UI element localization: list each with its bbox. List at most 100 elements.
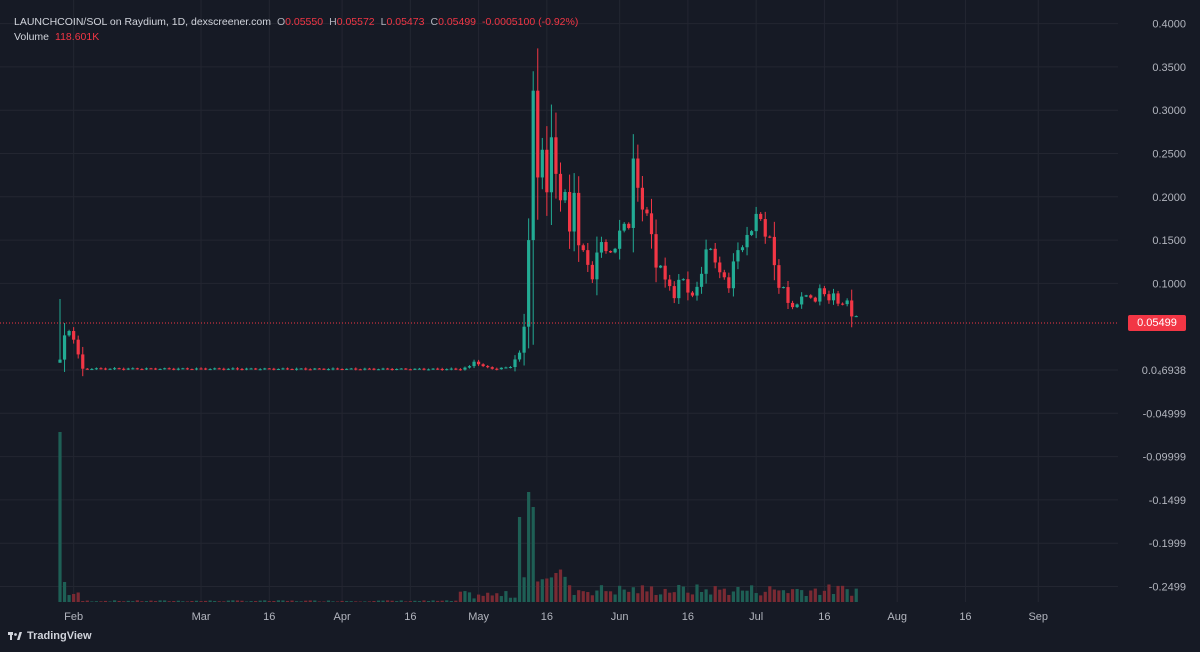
candle-body xyxy=(363,368,367,370)
volume-bar xyxy=(326,600,331,602)
volume-bar xyxy=(263,600,267,602)
candle-body xyxy=(258,369,262,371)
volume-bar xyxy=(477,594,481,602)
candle-body xyxy=(449,368,453,370)
candle-body xyxy=(76,339,80,355)
volume-bar xyxy=(809,590,813,602)
candle-body xyxy=(413,368,417,370)
candle-body xyxy=(517,352,522,360)
candle-body xyxy=(81,354,85,369)
volume-bar xyxy=(786,593,790,602)
volume-bar xyxy=(804,595,808,602)
volume-bar xyxy=(90,601,94,602)
candle-body xyxy=(677,279,681,299)
volume-bar xyxy=(117,600,121,602)
low-label: L xyxy=(380,15,387,28)
candle-body xyxy=(176,368,180,370)
volume-bar xyxy=(217,601,221,602)
y-tick-label: 0.0₄6938 xyxy=(1142,365,1186,377)
volume-bar xyxy=(67,595,71,602)
volume-bar xyxy=(854,588,858,602)
candle-body xyxy=(454,368,458,370)
volume-bar xyxy=(640,585,644,602)
candle-body xyxy=(335,368,340,370)
candle-body xyxy=(463,367,467,370)
volume-bar xyxy=(654,594,658,602)
volume-bar xyxy=(381,600,385,602)
volume-bar xyxy=(317,601,321,602)
candle-body xyxy=(263,368,267,370)
close-value: 0.05499 xyxy=(438,15,477,28)
candle-body xyxy=(654,234,658,268)
y-tick-label: -0.2499 xyxy=(1149,582,1186,594)
volume-bar xyxy=(244,601,249,602)
candle-body xyxy=(281,368,285,370)
volume-bar xyxy=(704,589,708,602)
candle-body xyxy=(636,158,640,188)
volume-bar xyxy=(636,593,640,602)
y-axis: 0.4000 0.3500 0.3000 0.2500 0.2000 0.1500 0.10… xyxy=(1142,19,1186,594)
candle-body xyxy=(440,368,444,370)
candle-body xyxy=(645,209,649,214)
volume-bar xyxy=(850,595,854,602)
volume-bar xyxy=(58,432,62,602)
y-tick-label: 0.3500 xyxy=(1152,62,1186,74)
volume-bar xyxy=(254,601,258,602)
candle-body xyxy=(522,326,526,353)
volume-bar xyxy=(572,594,576,602)
volume-bar xyxy=(108,601,112,602)
volume-bar xyxy=(463,591,467,602)
volume-bar xyxy=(436,600,440,602)
volume-bar xyxy=(331,601,335,602)
candle-body xyxy=(194,368,199,370)
volume-label: Volume xyxy=(14,30,50,43)
volume-bar xyxy=(367,601,371,602)
candle-body xyxy=(322,368,326,370)
volume-bar xyxy=(672,592,676,602)
candle-body xyxy=(467,366,472,368)
tradingview-brand[interactable]: TradingView xyxy=(8,630,92,642)
volume-bar xyxy=(304,600,308,602)
candle-body xyxy=(367,368,371,370)
candle-body xyxy=(240,369,244,371)
candle-body xyxy=(390,368,394,370)
x-tick-label: Feb xyxy=(64,611,83,623)
volume-bar xyxy=(590,595,594,602)
volume-bar xyxy=(690,594,695,602)
candle-body xyxy=(845,300,849,305)
open-value: 0.05550 xyxy=(285,15,324,28)
candle-body xyxy=(131,368,135,370)
candle-body xyxy=(731,261,735,289)
volume-bar xyxy=(718,589,722,602)
volume-bar xyxy=(481,595,485,602)
candle-body xyxy=(486,366,490,368)
volume-bar xyxy=(504,591,508,602)
candle-body xyxy=(604,242,608,252)
candle-body xyxy=(381,368,385,370)
volume-bar xyxy=(486,592,490,602)
candle-body xyxy=(736,250,740,262)
volume-bar xyxy=(399,600,403,602)
candle-body xyxy=(631,158,635,228)
candle-body xyxy=(408,369,412,371)
volume-bar xyxy=(431,600,435,602)
candle-body xyxy=(672,286,676,299)
x-tick-label: 16 xyxy=(682,611,694,623)
candle-body xyxy=(481,364,485,367)
x-tick-label: 16 xyxy=(818,611,830,623)
candle-body xyxy=(94,368,98,370)
volume-bar xyxy=(568,585,572,602)
candlesticks xyxy=(58,48,858,377)
volume-bar xyxy=(527,492,531,602)
volume-bar xyxy=(172,601,176,602)
candle-body xyxy=(750,231,754,235)
volume-bar xyxy=(458,591,462,602)
volume-bar xyxy=(181,601,185,602)
volume-bar xyxy=(731,591,735,602)
candle-body xyxy=(649,213,654,235)
candle-body xyxy=(713,248,717,263)
volume-bar xyxy=(745,590,749,602)
candle-body xyxy=(445,369,449,371)
volume-bar xyxy=(85,600,89,602)
